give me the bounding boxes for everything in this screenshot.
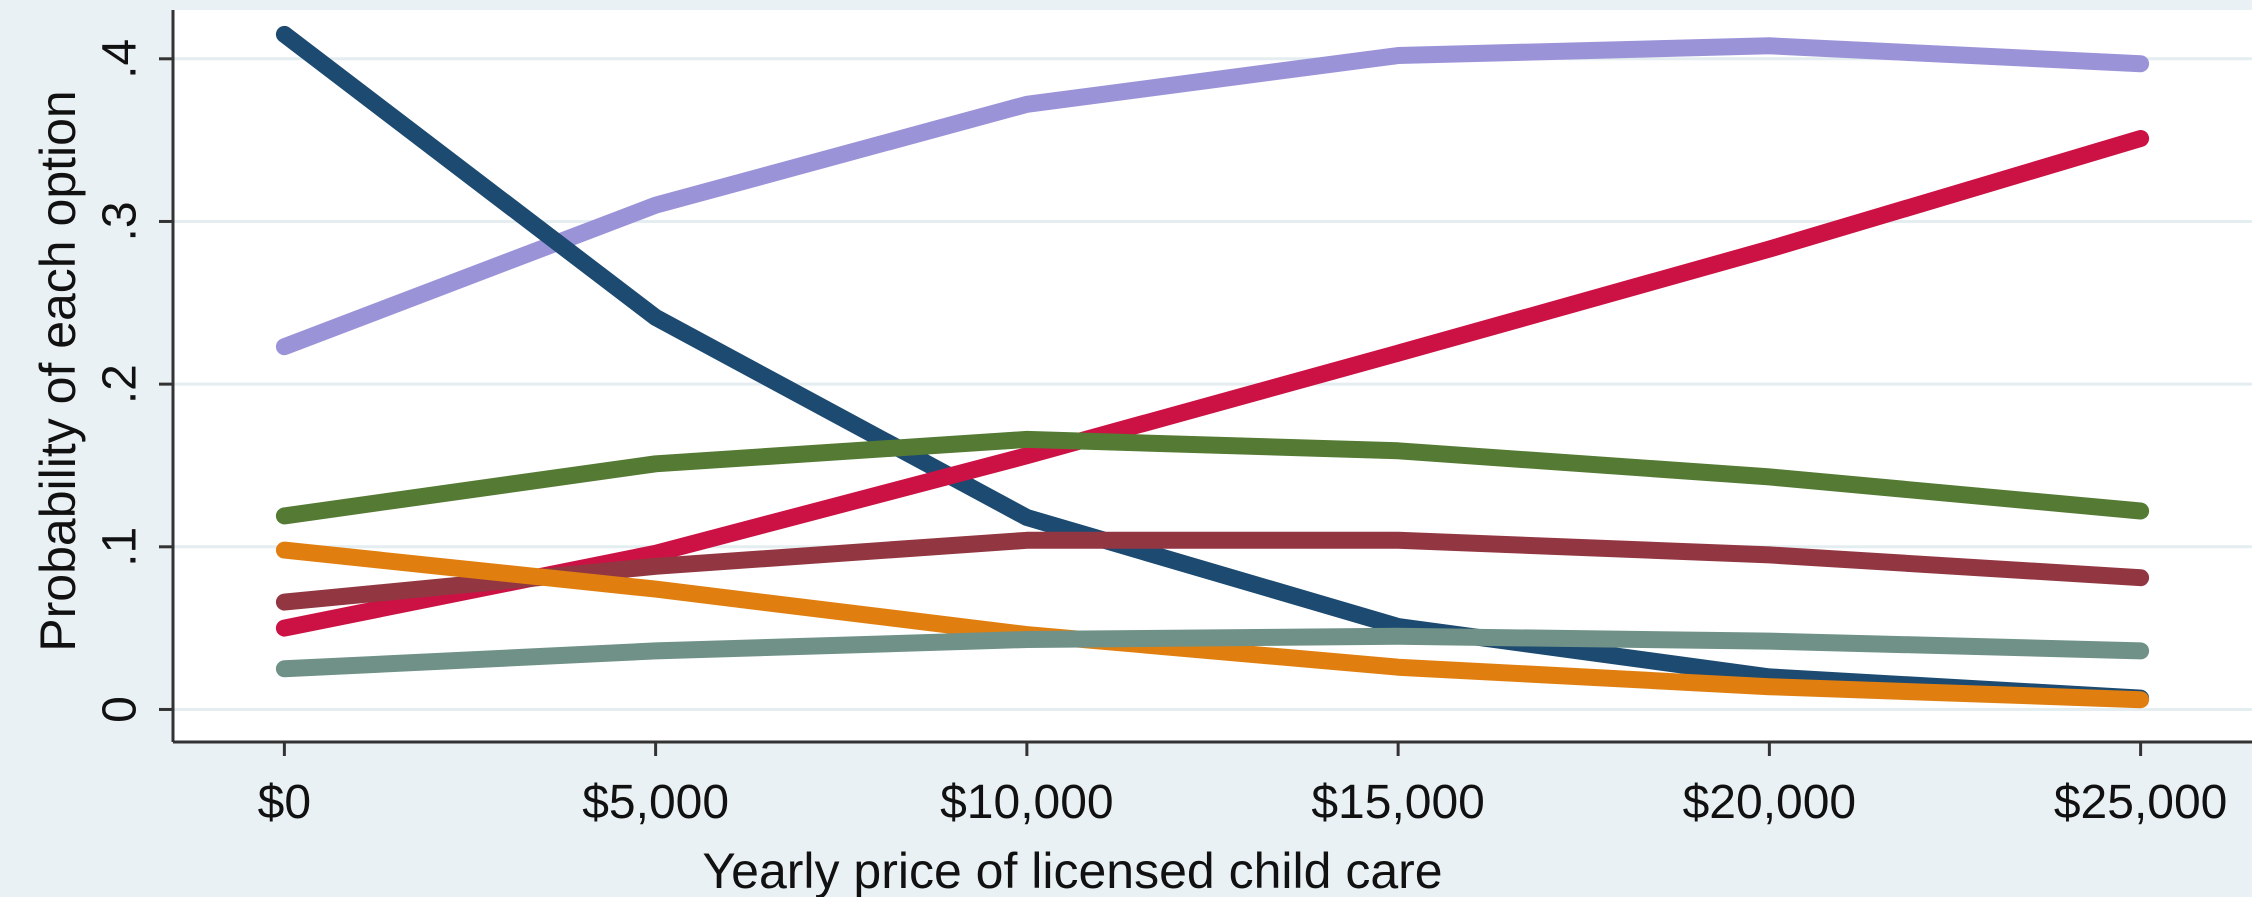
- x-axis-title: Yearly price of licensed child care: [702, 843, 1442, 897]
- axes: [159, 10, 2252, 756]
- y-tick-label: .2: [94, 364, 147, 404]
- x-tick-label: $5,000: [582, 776, 729, 829]
- x-tick-label: $0: [258, 776, 311, 829]
- series-line-1: [275, 37, 2150, 356]
- x-tick-label: $25,000: [2054, 776, 2228, 829]
- series-line-4: [275, 430, 2150, 525]
- x-tick-label: $15,000: [1311, 776, 1485, 829]
- series-line-6: [275, 541, 2150, 709]
- series-lines: [275, 25, 2150, 709]
- y-tick-label: .4: [94, 39, 147, 79]
- x-tick-label: $10,000: [940, 776, 1114, 829]
- y-axis-title: Probability of each option: [30, 90, 86, 651]
- y-tick-label: .1: [94, 527, 147, 567]
- series-line-7: [275, 627, 2150, 678]
- tick-labels: $0 $5,000 $10,000 $15,000 $20,000 $25,000 0 .1.…: [94, 39, 2228, 829]
- plot-area: [173, 10, 2252, 742]
- x-tick-label: $20,000: [1683, 776, 1857, 829]
- y-tick-label: .3: [94, 201, 147, 241]
- series-line-5: [275, 531, 2150, 611]
- y-tick-label: 0: [94, 696, 147, 723]
